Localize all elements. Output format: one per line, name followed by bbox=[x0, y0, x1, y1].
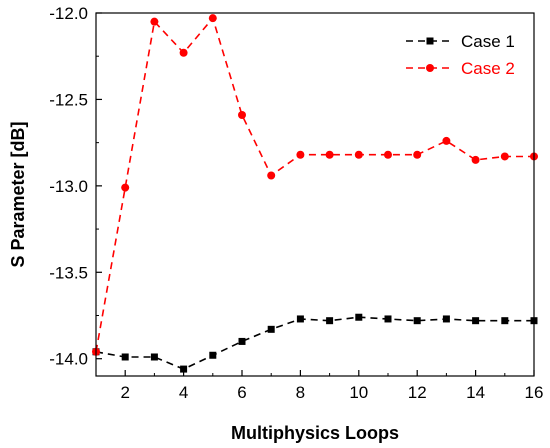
data-point bbox=[354, 150, 363, 159]
data-point bbox=[325, 150, 334, 159]
series-layer bbox=[92, 14, 538, 373]
data-point bbox=[442, 315, 450, 323]
data-point bbox=[150, 17, 159, 26]
legend-label: Case 2 bbox=[461, 59, 515, 78]
data-point bbox=[238, 110, 246, 119]
x-tick-label: 4 bbox=[179, 383, 188, 402]
data-point bbox=[238, 337, 246, 345]
data-point bbox=[472, 317, 480, 325]
series-2 bbox=[92, 14, 538, 356]
data-point bbox=[267, 171, 276, 180]
legend-label: Case 1 bbox=[461, 32, 515, 51]
data-point bbox=[355, 313, 363, 321]
x-tick-label: 8 bbox=[296, 383, 305, 402]
series-1 bbox=[92, 313, 538, 373]
x-axis-title: Multiphysics Loops bbox=[231, 423, 399, 443]
x-tick-label: 10 bbox=[349, 383, 368, 402]
data-point bbox=[326, 317, 334, 325]
ticks-layer: 2 4 6 8 10 12 14 16 -14.0 -13.5 -13.0 -12.5 -12.0 bbox=[49, 4, 543, 402]
data-point bbox=[267, 325, 275, 333]
series-line bbox=[95, 316, 534, 370]
data-point bbox=[413, 317, 421, 325]
y-tick-label: -13.0 bbox=[49, 177, 88, 196]
y-tick-label: -12.0 bbox=[49, 4, 88, 23]
y-axis-title: S Parameter [dB] bbox=[8, 121, 28, 267]
data-point bbox=[413, 150, 422, 159]
series-line bbox=[95, 16, 534, 352]
data-point bbox=[150, 353, 158, 361]
x-tick-label: 2 bbox=[120, 383, 129, 402]
data-point bbox=[209, 351, 217, 359]
data-point bbox=[179, 48, 188, 57]
legend: Case 1 Case 2 bbox=[406, 32, 515, 78]
plot-frame bbox=[95, 12, 535, 377]
y-tick-label: -12.5 bbox=[49, 90, 88, 109]
y-tick-label: -13.5 bbox=[49, 263, 88, 282]
data-point bbox=[296, 315, 304, 323]
data-point bbox=[471, 155, 480, 164]
data-point bbox=[121, 183, 130, 192]
x-tick-label: 14 bbox=[466, 383, 485, 402]
x-tick-label: 16 bbox=[525, 383, 544, 402]
y-tick-label: -14.0 bbox=[49, 350, 88, 369]
data-point bbox=[384, 150, 392, 159]
data-point bbox=[501, 317, 509, 325]
x-tick-label: 12 bbox=[408, 383, 427, 402]
data-point bbox=[296, 150, 305, 159]
data-point bbox=[442, 136, 451, 145]
data-point bbox=[208, 14, 217, 23]
legend-marker bbox=[426, 64, 434, 72]
data-point bbox=[384, 315, 392, 323]
data-point bbox=[500, 152, 509, 161]
x-tick-label: 6 bbox=[237, 383, 246, 402]
data-point bbox=[121, 353, 129, 361]
data-point bbox=[180, 365, 188, 373]
legend-marker bbox=[426, 37, 434, 45]
